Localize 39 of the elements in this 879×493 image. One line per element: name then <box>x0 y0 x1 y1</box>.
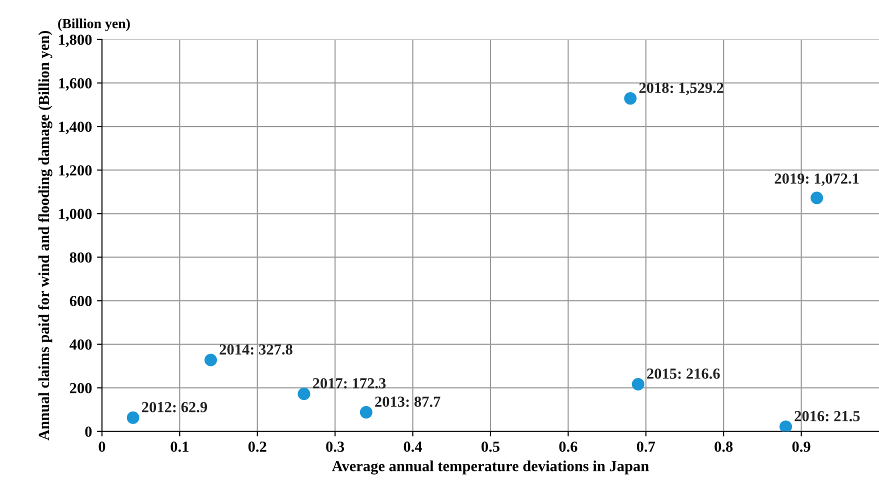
y-tick-label: 1,800 <box>59 34 92 48</box>
data-label: 2018: 1,529.2 <box>639 82 724 96</box>
y-axis-title: Annual claims paid for wind and flooding damage (Billion yen) <box>38 30 52 440</box>
data-label: 2019: 1,072.1 <box>774 173 859 186</box>
x-tick-label: 0.2 <box>248 442 266 452</box>
y-tick-label: 1,200 <box>59 165 92 178</box>
x-tick-label: 0.9 <box>792 442 810 452</box>
y-tick-label: 200 <box>70 382 92 394</box>
y-tick-label: 600 <box>70 296 92 306</box>
y-tick-label: 400 <box>70 339 92 350</box>
point <box>624 92 637 105</box>
data-label: 2016: 21.5 <box>794 410 860 422</box>
data-label: 2012: 62.9 <box>142 402 208 412</box>
x-tick-label: 0.8 <box>714 442 733 452</box>
point <box>204 354 217 366</box>
data-label: 2015: 216.6 <box>647 368 720 379</box>
data-label: 2014: 327.8 <box>220 344 292 355</box>
x-tick-label: 0.5 <box>482 442 500 452</box>
point <box>360 406 372 419</box>
data-label: 2017: 172.3 <box>312 378 386 389</box>
x-tick-label: 0.4 <box>404 442 422 452</box>
y-tick-label: 0 <box>85 426 92 437</box>
y-tick-label: 1,600 <box>59 78 92 91</box>
x-axis-title: Average annual temperature deviations in Japan <box>332 460 649 474</box>
point <box>126 411 140 424</box>
data-label: 2013: 87.7 <box>375 396 440 407</box>
x-tick-label: 0 <box>98 442 106 452</box>
point <box>298 388 310 400</box>
point <box>632 378 644 390</box>
y-tick-label: 1,400 <box>59 122 92 134</box>
point <box>780 420 792 432</box>
y-tick-label: 800 <box>70 252 92 263</box>
point <box>810 192 824 204</box>
x-tick-label: 0.7 <box>636 442 656 452</box>
x-tick-label: 0.3 <box>326 442 344 452</box>
y-tick-label: 1,000 <box>59 208 92 222</box>
x-tick-label: 0.1 <box>170 442 188 452</box>
x-tick-label: 0.6 <box>559 442 578 452</box>
text: (Billion yen) <box>58 18 130 32</box>
